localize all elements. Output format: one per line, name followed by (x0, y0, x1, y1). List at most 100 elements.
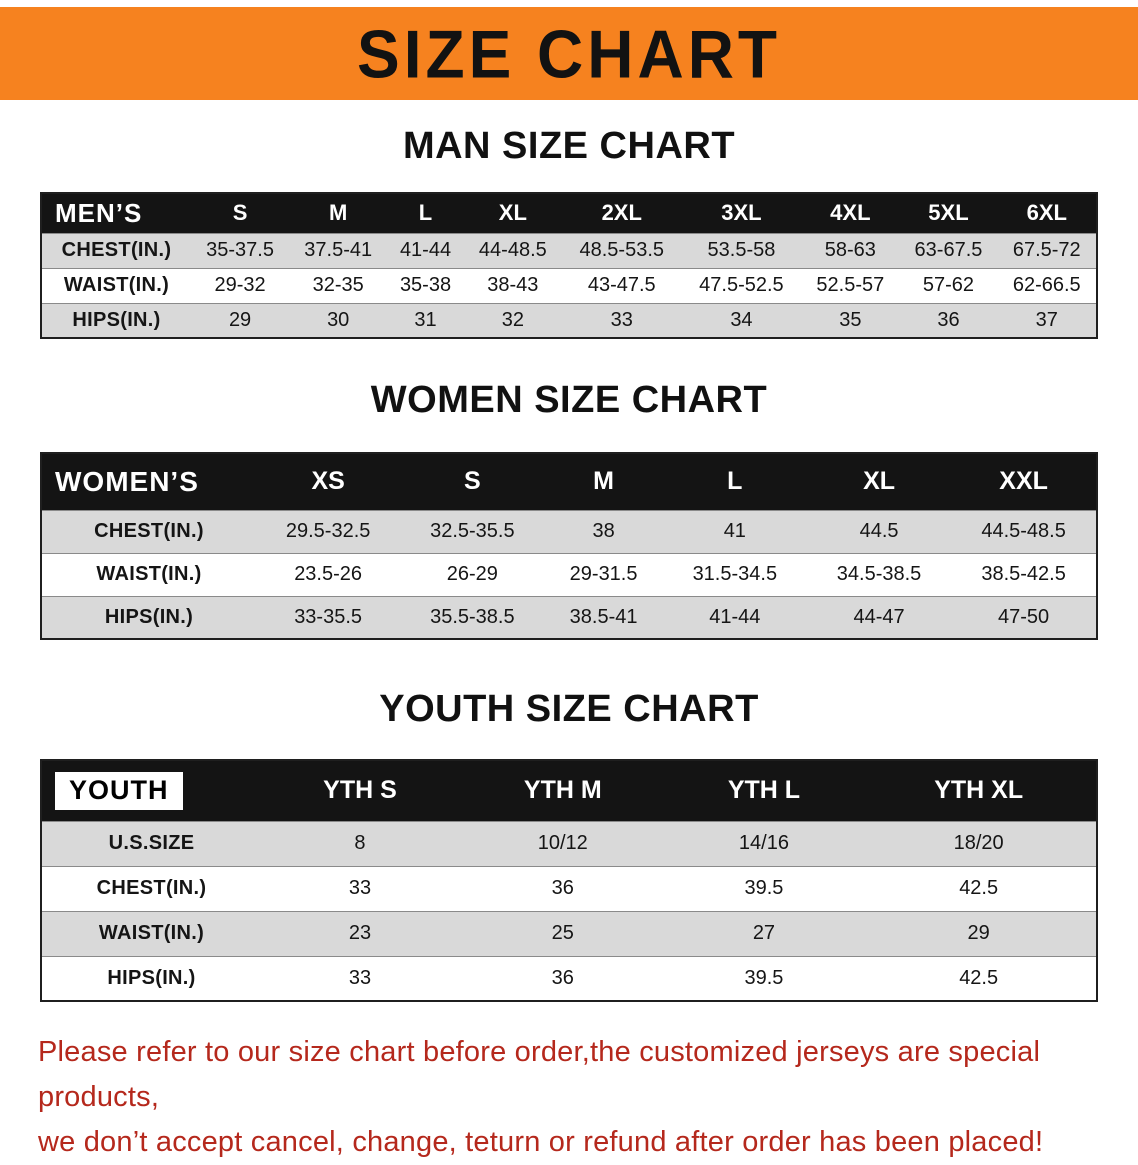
size-value-cell: 25 (551, 922, 574, 944)
page-title: SIZE CHART (357, 15, 781, 92)
size-column-header: XXL (999, 467, 1048, 496)
row-label: HIPS(IN.) (104, 605, 194, 628)
disclaimer-line-2: we don’t accept cancel, change, teturn o… (38, 1125, 1044, 1158)
youth-section-heading: YOUTH SIZE CHART (379, 688, 759, 730)
size-value-cell: 10/12 (537, 832, 588, 854)
size-value-cell: 37 (1035, 308, 1058, 331)
row-label: WAIST(IN.) (98, 922, 205, 944)
men-section-heading: MAN SIZE CHART (402, 125, 736, 167)
row-label: U.S.SIZE (108, 832, 195, 854)
size-value-cell: 44-47 (853, 605, 905, 628)
size-column-header: YTH XL (934, 776, 1024, 805)
disclaimer: Please refer to our size chart before or… (0, 1030, 1138, 1165)
size-value-cell: 33 (348, 877, 372, 899)
size-column-header: XL (863, 467, 896, 496)
size-value-cell: 48.5-53.5 (579, 239, 664, 261)
size-column-header: YTH M (523, 776, 602, 805)
table-corner-text: YOUTH (55, 771, 183, 810)
row-label: WAIST(IN.) (96, 563, 202, 585)
size-value-cell: 34.5-38.5 (836, 563, 922, 585)
size-value-cell: 29 (967, 922, 990, 944)
size-column-header: S (464, 467, 481, 496)
size-value-cell: 67.5-72 (1012, 239, 1081, 261)
size-column-header: 2XL (601, 200, 642, 226)
size-value-cell: 29.5-32.5 (285, 520, 371, 542)
size-value-cell: 36 (551, 877, 574, 899)
table-row: CHEST(IN.) 29.5-32.5 32.5-35.5 38 41 44.5 44.5… (41, 510, 1097, 553)
size-column-header: 3XL (721, 200, 762, 226)
size-value-cell: 29-31.5 (569, 563, 638, 585)
size-value-cell: 8 (354, 832, 366, 854)
size-value-cell: 33-35.5 (294, 605, 363, 628)
size-column-header: YTH S (323, 776, 397, 805)
size-value-cell: 41-44 (709, 605, 761, 628)
size-value-cell: 35-38 (399, 274, 452, 296)
size-column-header: M (329, 200, 348, 226)
size-value-cell: 14/16 (738, 832, 789, 854)
size-value-cell: 38 (592, 520, 615, 542)
size-value-cell: 38.5-42.5 (981, 563, 1066, 585)
size-value-cell: 33 (348, 966, 372, 989)
table-corner-label: MEN’S (41, 193, 191, 233)
size-value-cell: 53.5-58 (707, 239, 776, 261)
size-value-cell: 35-37.5 (206, 239, 274, 261)
size-value-cell: 33 (610, 308, 633, 331)
disclaimer-line-1: Please refer to our size chart before or… (38, 1036, 1041, 1113)
size-value-cell: 39.5 (744, 966, 784, 989)
size-value-cell: 31 (414, 308, 437, 331)
size-value-cell: 41 (723, 520, 746, 542)
size-value-cell: 35.5-38.5 (430, 605, 515, 628)
table-header-row: WOMEN’S XS S M L XL XXL (41, 453, 1097, 510)
size-value-cell: 52.5-57 (816, 274, 885, 296)
size-value-cell: 29 (228, 308, 252, 331)
youth-size-table: YOUTH YTH S YTH M YTH L YTH XL U.S.SIZE 8 10/12… (40, 759, 1098, 1002)
size-value-cell: 39.5 (744, 877, 784, 899)
table-corner-text: MEN’S (55, 197, 143, 228)
table-row: HIPS(IN.) 33 36 39.5 42.5 (41, 956, 1097, 1001)
size-column-header: L (418, 200, 433, 226)
size-column-header: S (232, 200, 248, 226)
size-value-cell: 42.5 (959, 877, 999, 899)
size-value-cell: 63-67.5 (914, 239, 983, 261)
size-chart-page: SIZE CHART MAN SIZE CHART MEN’S S M L XL 2XL 3… (0, 7, 1138, 1165)
size-column-header: 4XL (830, 200, 871, 226)
size-column-header: XS (311, 467, 345, 496)
women-size-section: WOMEN SIZE CHART WOMEN’S XS S M L XL XXL CHEST(… (0, 379, 1138, 640)
size-value-cell: 58-63 (824, 239, 876, 261)
row-label: CHEST(IN.) (94, 520, 204, 542)
size-value-cell: 36 (937, 308, 960, 331)
table-row: CHEST(IN.) 35-37.5 37.5-41 41-44 44-48.5 48.5… (41, 233, 1097, 268)
women-size-table: WOMEN’S XS S M L XL XXL CHEST(IN.) 29.5-32.5 32.5… (40, 452, 1098, 640)
size-value-cell: 23.5-26 (294, 563, 363, 585)
row-label: HIPS(IN.) (107, 966, 196, 989)
table-row: HIPS(IN.) 33-35.5 35.5-38.5 38.5-41 41-44 44-… (41, 596, 1097, 639)
size-value-cell: 44-48.5 (478, 239, 547, 261)
size-column-header: M (593, 467, 614, 496)
size-value-cell: 42.5 (959, 966, 999, 989)
row-label: WAIST(IN.) (63, 274, 170, 296)
size-value-cell: 62-66.5 (1012, 274, 1081, 296)
table-corner-label: YOUTH (41, 760, 261, 821)
size-value-cell: 38.5-41 (569, 605, 638, 628)
table-corner-text: WOMEN’S (55, 465, 199, 497)
table-header-row: YOUTH YTH S YTH M YTH L YTH XL (41, 760, 1097, 821)
size-value-cell: 18/20 (953, 832, 1004, 854)
size-value-cell: 32.5-35.5 (430, 520, 515, 542)
size-value-cell: 32-35 (312, 274, 364, 296)
table-row: CHEST(IN.) 33 36 39.5 42.5 (41, 866, 1097, 911)
row-label: HIPS(IN.) (72, 308, 161, 331)
size-column-header: L (727, 467, 743, 496)
size-value-cell: 57-62 (922, 274, 975, 296)
size-column-header: 6XL (1026, 200, 1067, 226)
size-value-cell: 29-32 (214, 274, 266, 296)
row-label: CHEST(IN.) (96, 877, 207, 899)
size-value-cell: 47.5-52.5 (699, 274, 784, 296)
table-corner-label: WOMEN’S (41, 453, 256, 510)
size-column-header: 5XL (928, 200, 969, 226)
table-header-row: MEN’S S M L XL 2XL 3XL 4XL 5XL 6XL (41, 193, 1097, 233)
banner: SIZE CHART (0, 7, 1138, 100)
size-value-cell: 34 (730, 308, 753, 331)
size-value-cell: 27 (752, 922, 776, 944)
men-size-section: MAN SIZE CHART MEN’S S M L XL 2XL 3XL 4XL 5XL 6XL… (0, 125, 1138, 339)
size-value-cell: 26-29 (446, 563, 498, 585)
